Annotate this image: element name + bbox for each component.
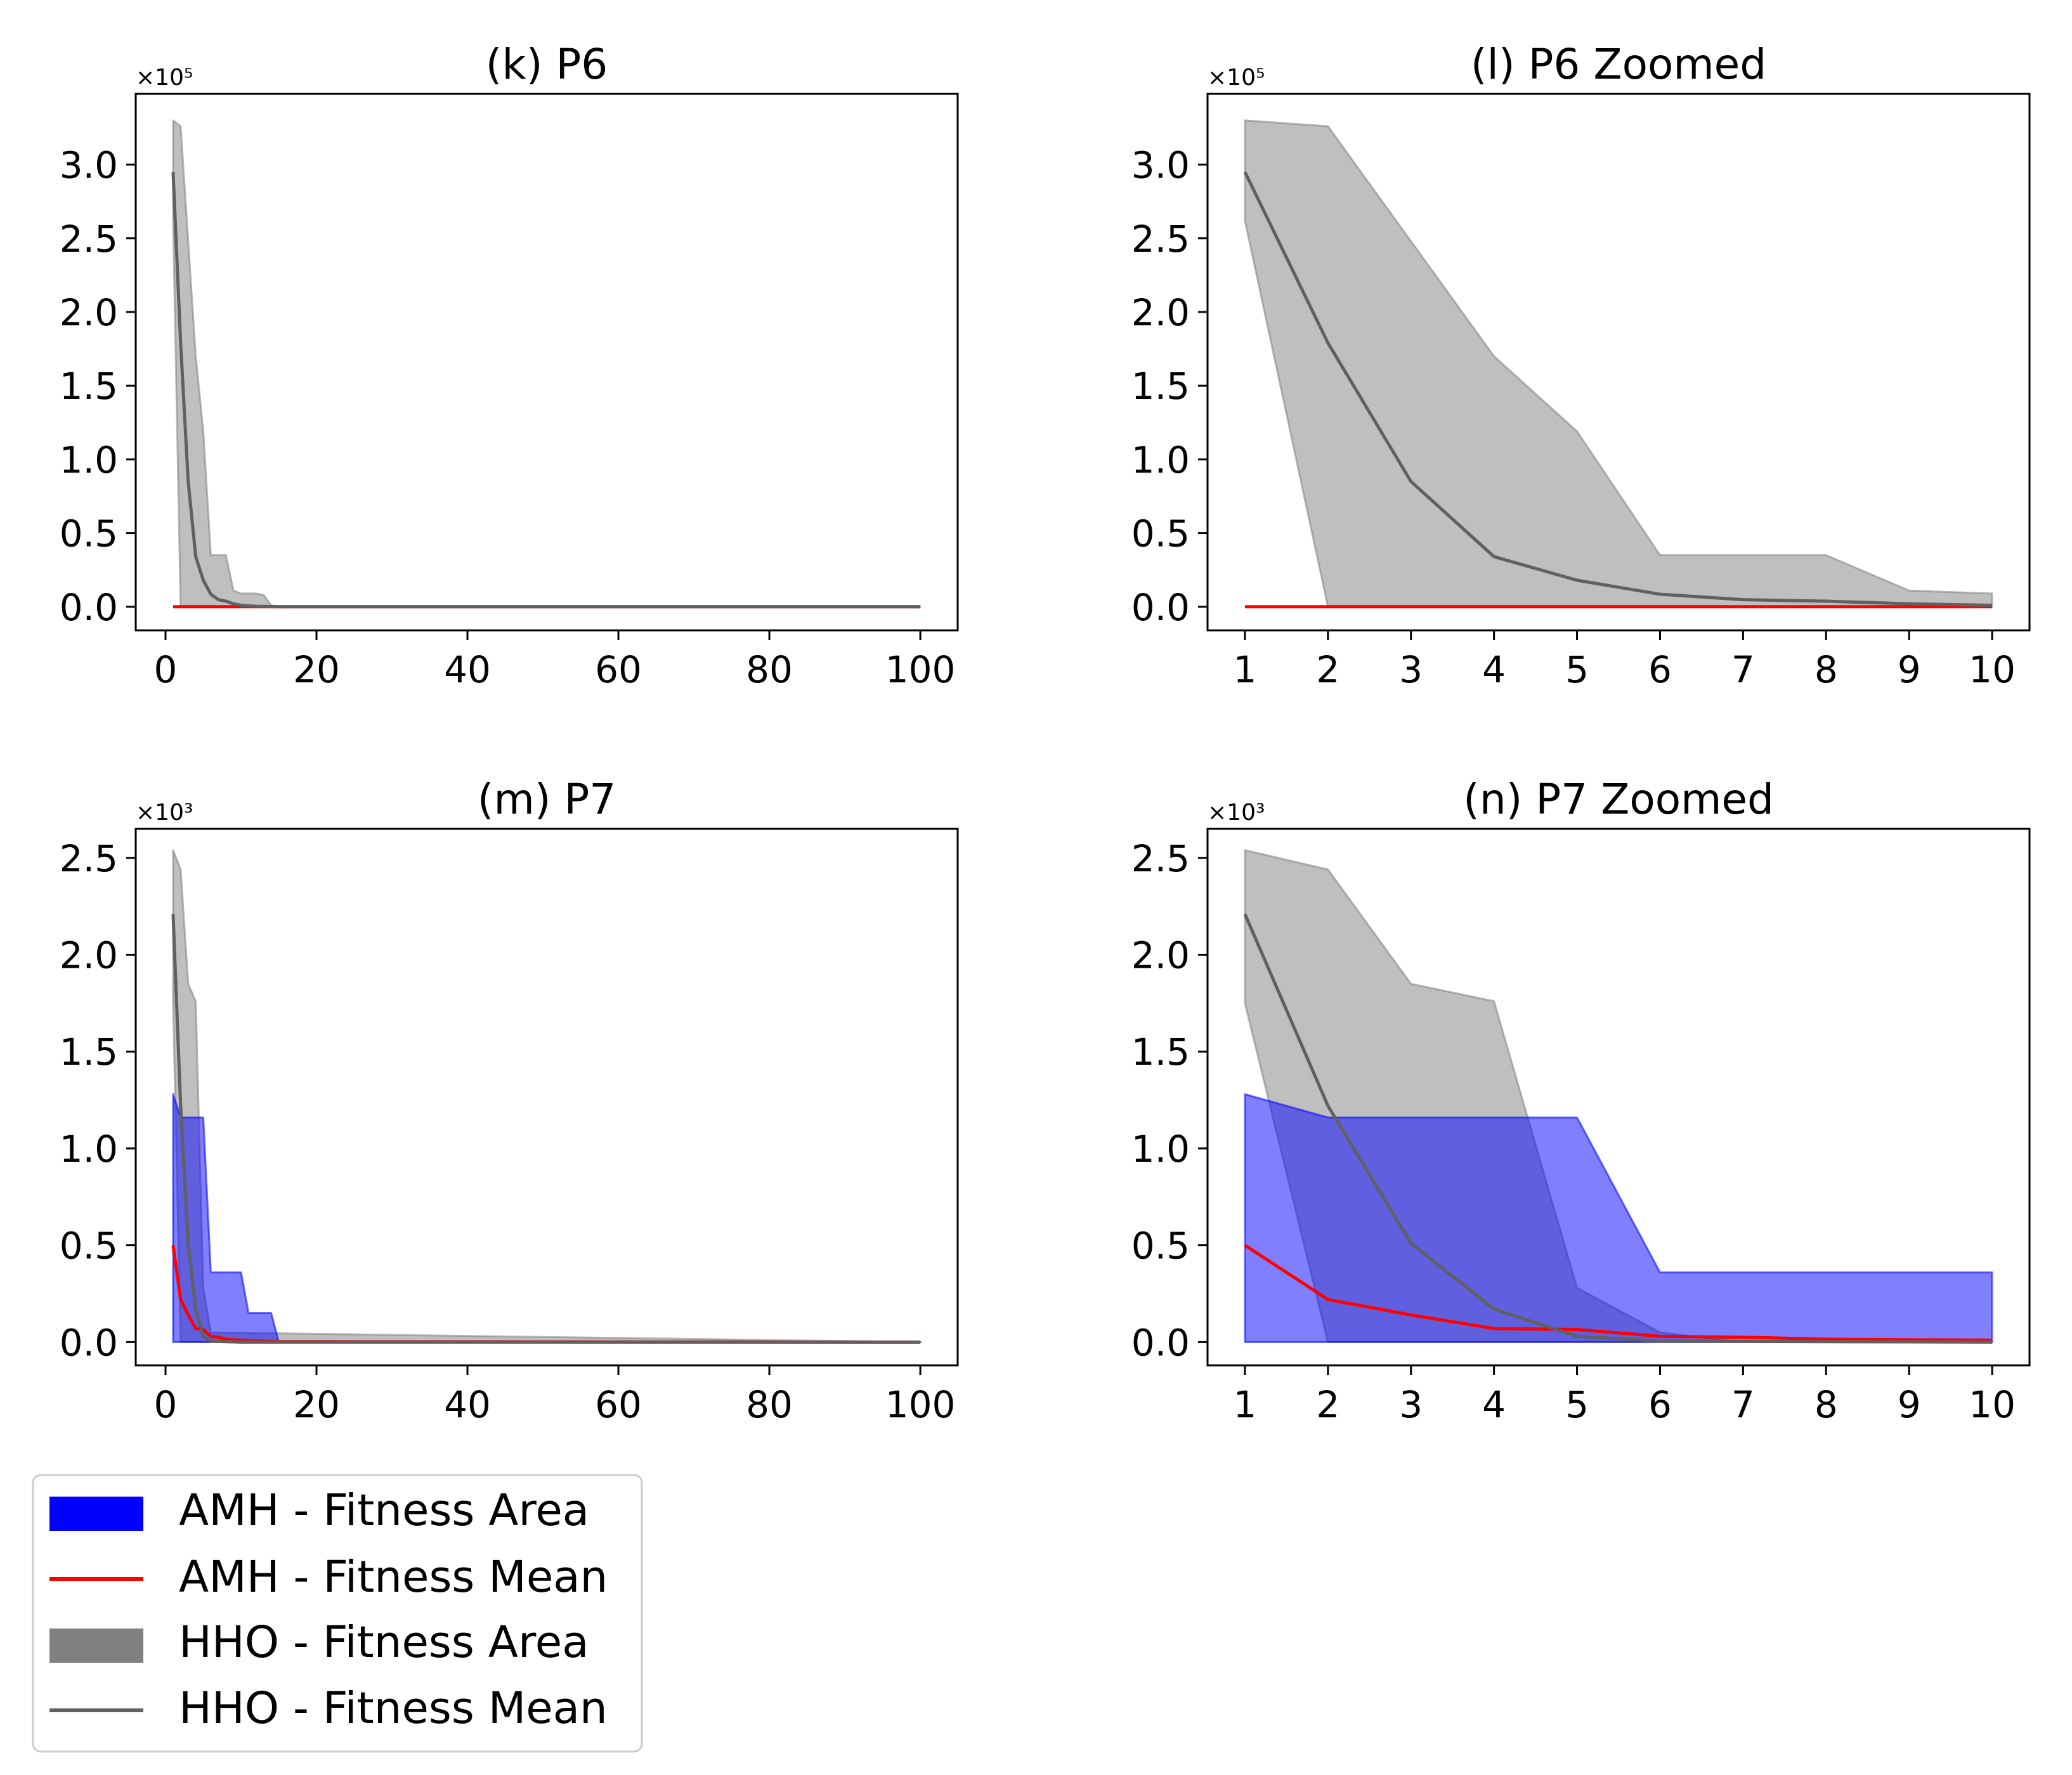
plot-area (1243, 849, 1993, 1344)
axes-frame (1206, 93, 2031, 632)
legend-label-amh-mean: AMH - Fitness Mean (179, 1552, 608, 1603)
y-tick-label: 0.0 (60, 1321, 118, 1364)
chart-title: (n) P7 Zoomed (1463, 775, 1774, 824)
y-tick-label: 0.5 (60, 512, 118, 556)
series-amh-fitness-mean (171, 1245, 921, 1344)
y-tick-label: 1.0 (60, 1128, 118, 1171)
chart-panel-l: 1 2 3 4 5 6 7 8 9 10 0.0 0.5 1.0 1.5 2.0 2.5 3.0 ×10⁵ (l) … (1131, 40, 2031, 691)
y-tick-label: 1.5 (60, 1031, 118, 1074)
y-tick-label: 1.0 (1131, 438, 1190, 481)
y-scale-label: ×10³ (136, 800, 193, 826)
series-hho-fitness-area (172, 849, 922, 1343)
chart-title: (m) P7 (478, 775, 616, 824)
x-tick-label: 60 (595, 1383, 642, 1426)
x-tick-label: 5 (1565, 1383, 1589, 1426)
x-tick-label: 20 (293, 648, 340, 691)
y-tick-label: 1.5 (60, 365, 118, 408)
y-tick-label: 2.0 (60, 934, 118, 977)
y-tick-label: 0.5 (60, 1225, 118, 1268)
y-scale-label: ×10³ (1208, 800, 1265, 826)
x-tick-label: 6 (1648, 648, 1672, 691)
y-tick-label: 0.0 (60, 586, 118, 629)
x-tick-label: 1 (1233, 1383, 1256, 1426)
x-tick-label: 20 (293, 1383, 340, 1426)
x-tick-label: 60 (595, 648, 642, 691)
y-tick-label: 2.0 (60, 291, 118, 334)
series-hho-fitness-mean (171, 172, 921, 609)
y-scale-label: ×10⁵ (136, 65, 193, 91)
series-amh-fitness-mean (1244, 1244, 1993, 1342)
chart-panel-n: 1 2 3 4 5 6 7 8 9 10 0.0 0.5 1.0 1.5 2.0 2.5 ×10³ (n) P7 … (1131, 775, 2031, 1426)
x-tick-label: 7 (1731, 648, 1755, 691)
legend-swatch-hho-area (49, 1629, 143, 1663)
y-tick-label: 0.0 (1131, 1321, 1190, 1364)
x-tick-label: 10 (1969, 648, 2016, 691)
series-hho-fitness-area (1244, 119, 1993, 608)
chart-title: (l) P6 Zoomed (1471, 40, 1766, 89)
x-tick-label: 80 (746, 1383, 793, 1426)
x-tick-label: 3 (1399, 1383, 1423, 1426)
y-tick-label: 2.5 (60, 837, 118, 880)
x-tick-label: 9 (1898, 648, 1921, 691)
y-tick-label: 1.5 (1131, 1031, 1190, 1074)
y-tick-label: 3.0 (60, 144, 118, 187)
series-amh-fitness-area (172, 1093, 922, 1343)
y-tick-label: 1.5 (1131, 365, 1190, 408)
y-tick-label: 3.0 (1131, 144, 1190, 187)
x-tick-label: 40 (444, 1383, 491, 1426)
x-tick-label: 2 (1316, 1383, 1339, 1426)
x-tick-label: 4 (1482, 1383, 1506, 1426)
y-tick-label: 0.0 (1131, 586, 1190, 629)
axes-frame (1206, 828, 2031, 1367)
y-tick-label: 2.0 (1131, 291, 1190, 334)
series-hho-fitness-area (172, 119, 922, 608)
x-tick-label: 5 (1565, 648, 1589, 691)
x-tick-label: 0 (154, 648, 178, 691)
legend: AMH - Fitness Area AMH - Fitness Mean HH… (32, 1474, 643, 1753)
series-hho-fitness-mean (1243, 913, 1993, 1344)
y-tick-label: 2.5 (1131, 218, 1190, 261)
legend-label-hho-area: HHO - Fitness Area (179, 1617, 589, 1668)
y-tick-label: 2.0 (1131, 934, 1190, 977)
legend-label-amh-area: AMH - Fitness Area (179, 1485, 589, 1536)
legend-swatch-amh-area (49, 1497, 143, 1531)
plot-area (1243, 119, 1993, 609)
x-tick-label: 9 (1898, 1383, 1921, 1426)
x-tick-label: 80 (746, 648, 793, 691)
x-tick-label: 0 (154, 1383, 178, 1426)
x-tick-label: 6 (1648, 1383, 1672, 1426)
axes-frame (134, 93, 959, 632)
chart-panel-m: 0 20 40 60 80 100 0.0 0.5 1.0 1.5 2.0 2.5 ×10³ (m) P7 (60, 775, 959, 1426)
series-hho-fitness-mean (1243, 171, 1993, 607)
x-tick-label: 8 (1815, 1383, 1838, 1426)
plot-area (171, 119, 922, 609)
x-tick-label: 7 (1731, 1383, 1755, 1426)
x-tick-label: 2 (1316, 648, 1339, 691)
y-tick-label: 2.5 (60, 218, 118, 261)
y-tick-label: 0.5 (1131, 1225, 1190, 1268)
chart-title: (k) P6 (486, 40, 608, 89)
series-hho-fitness-mean (171, 914, 921, 1344)
axes-frame (134, 828, 959, 1367)
x-tick-label: 10 (1969, 1383, 2016, 1426)
x-tick-label: 100 (885, 1383, 956, 1426)
x-tick-label: 40 (444, 648, 491, 691)
chart-panel-k: 0 20 40 60 80 100 0.0 0.5 1.0 1.5 2.0 2.5 3.0 ×10⁵ (k)… (60, 40, 959, 691)
y-scale-label: ×10⁵ (1208, 65, 1265, 91)
y-tick-label: 0.5 (1131, 512, 1190, 556)
x-tick-label: 8 (1815, 648, 1838, 691)
legend-label-hho-mean: HHO - Fitness Mean (179, 1683, 608, 1734)
y-tick-label: 1.0 (60, 438, 118, 481)
plot-area (171, 849, 922, 1344)
legend-frame (32, 1474, 643, 1753)
x-tick-label: 3 (1399, 648, 1423, 691)
x-tick-label: 4 (1482, 648, 1506, 691)
y-tick-label: 2.5 (1131, 837, 1190, 880)
y-tick-label: 1.0 (1131, 1128, 1190, 1171)
x-tick-label: 1 (1233, 648, 1256, 691)
x-tick-label: 100 (885, 648, 956, 691)
